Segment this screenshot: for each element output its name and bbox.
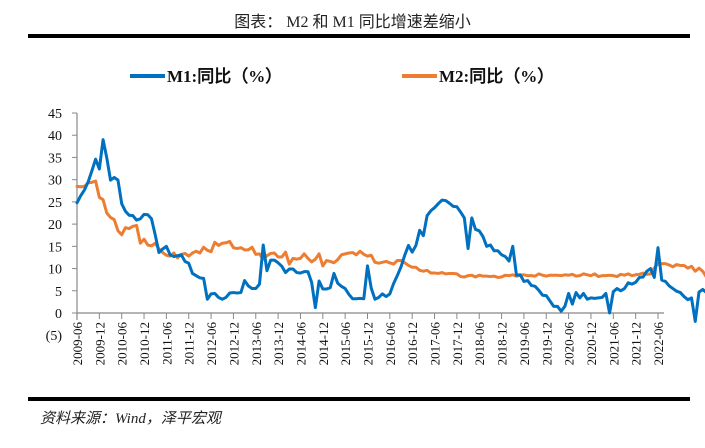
series-m1-line: [75, 138, 705, 323]
x-axis: 2009-06 2009-12 2010-06 2010-12 2011-06 2011-…: [70, 312, 666, 366]
x-tick-label: 2013-06: [249, 322, 264, 366]
x-tick-label: 2017-06: [428, 322, 443, 366]
x-tick-label: 2009-06: [70, 322, 85, 366]
x-tick-label: 2012-12: [226, 322, 241, 365]
x-tick-label: 2018-06: [472, 322, 487, 366]
x-tick-label: 2019-12: [539, 322, 554, 365]
x-tick-label: 2012-06: [204, 322, 219, 366]
y-tick-label: 30: [48, 174, 62, 189]
x-tick-label: 2015-06: [338, 322, 353, 366]
y-tick-label: 5: [55, 285, 62, 300]
y-tick-label: 10: [48, 263, 62, 278]
y-tick-label: 35: [48, 151, 62, 166]
x-tick-label: 2020-06: [562, 322, 577, 366]
x-tick-label: 2010-12: [137, 322, 152, 365]
x-tick-label: 2021-12: [629, 322, 644, 365]
x-tick-label: 2022-06: [651, 322, 666, 366]
y-tick-label: 40: [48, 129, 62, 144]
series-m2-line: [75, 179, 705, 279]
bottom-rule: [28, 397, 690, 401]
y-tick-label: 45: [48, 107, 62, 122]
x-tick-label: 2016-06: [383, 322, 398, 366]
y-tick-label: 15: [48, 240, 62, 255]
x-tick-label: 2016-12: [405, 322, 420, 365]
x-tick-label: 2019-06: [517, 322, 532, 366]
y-axis: 45 40 35 30 25 20 15 10 5 0 (5): [46, 107, 78, 344]
x-tick-label: 2010-06: [115, 322, 130, 366]
y-tick-label: 25: [48, 196, 62, 211]
x-tick-label: 2020-12: [584, 322, 599, 365]
x-tick-label: 2011-12: [182, 322, 197, 365]
x-tick-label: 2014-06: [293, 322, 308, 366]
series-layer: [75, 138, 705, 323]
x-tick-label: 2014-12: [316, 322, 331, 365]
x-tick-label: 2018-12: [495, 322, 510, 365]
x-tick-label: 2015-12: [361, 322, 376, 365]
x-tick-label: 2011-06: [159, 322, 174, 365]
y-tick-label: 0: [55, 307, 62, 322]
x-tick-label: 2013-12: [271, 322, 286, 365]
legend: M1:同比（%） M2:同比（%）: [130, 66, 554, 86]
x-tick-label: 2017-12: [450, 322, 465, 365]
y-tick-label: 20: [48, 218, 62, 233]
x-tick-label: 2021-06: [606, 322, 621, 366]
y-tick-label: (5): [46, 329, 63, 344]
legend-label-m2: M2:同比（%）: [439, 66, 554, 86]
chart-title: 图表： M2 和 M1 同比增速差缩小: [234, 14, 471, 31]
top-rule: [28, 34, 690, 38]
x-tick-label: 2009-12: [92, 322, 107, 365]
source-note: 资料来源：Wind，泽平宏观: [40, 411, 221, 427]
legend-label-m1: M1:同比（%）: [167, 66, 282, 86]
